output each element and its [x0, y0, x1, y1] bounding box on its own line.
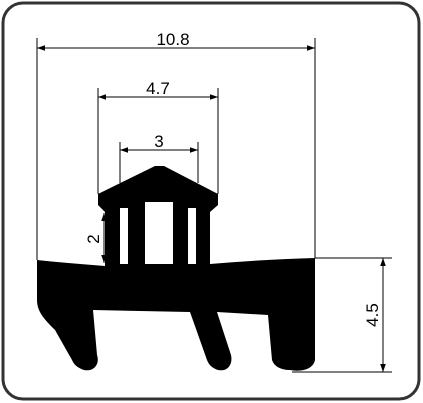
dimension-label-stem-height: 2: [84, 234, 103, 243]
dimension-label-top-width: 4.7: [146, 79, 170, 98]
dimension-label-overall-width: 10.8: [156, 30, 189, 49]
dimension-label-base-height: 4.5: [363, 303, 382, 327]
dimension-label-slot-width: 3: [154, 132, 163, 151]
seal-profile: [37, 166, 315, 371]
